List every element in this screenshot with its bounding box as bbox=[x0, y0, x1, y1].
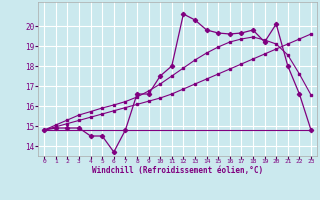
X-axis label: Windchill (Refroidissement éolien,°C): Windchill (Refroidissement éolien,°C) bbox=[92, 166, 263, 175]
